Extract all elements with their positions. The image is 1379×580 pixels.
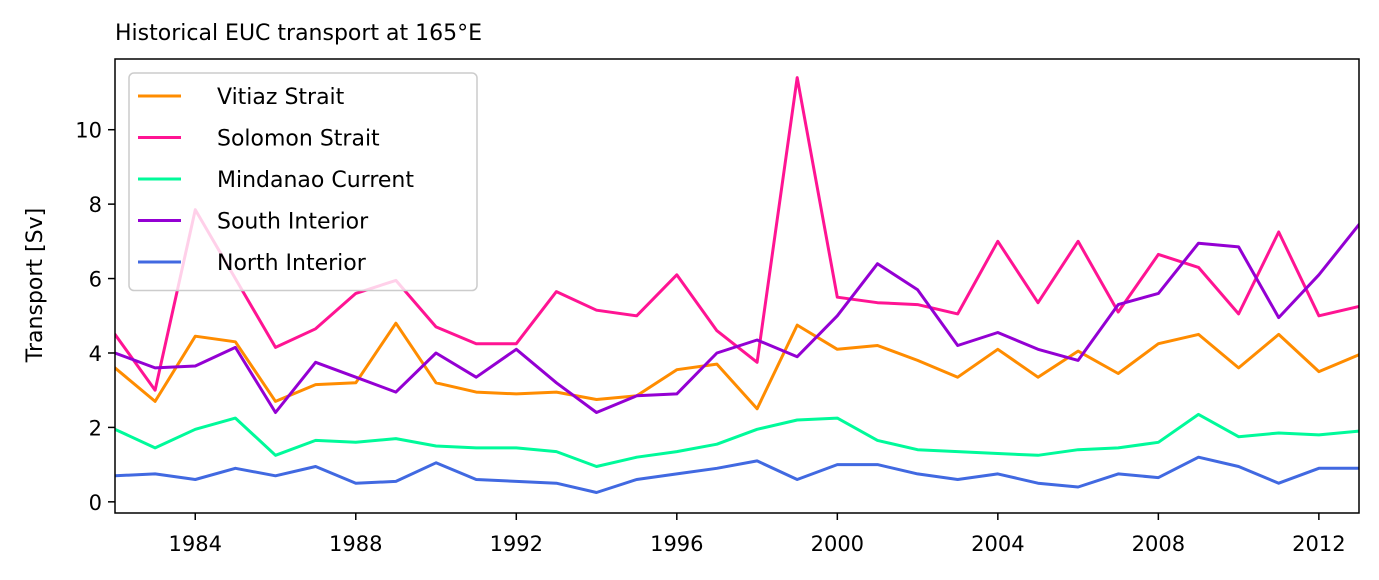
legend-label-solomon-strait: Solomon Strait (217, 127, 380, 152)
x-tick-label: 1992 (490, 532, 543, 556)
plot-frame (114, 58, 1360, 514)
legend-label-south-interior: South Interior (217, 210, 369, 235)
legend-box (128, 72, 478, 292)
y-tick-label: 8 (89, 193, 102, 217)
legend: Vitiaz Strait Solomon Strait Mindanao Curr… (128, 72, 478, 292)
legend-label-north-interior: North Interior (217, 251, 367, 276)
plot-area: 1984 1988 1992 1996 2000 2004 2008 2012 0 2 4 6 8 10 (75, 58, 1360, 556)
x-tick-label: 2008 (1132, 532, 1185, 556)
legend-label-mindanao-current: Mindanao Current (217, 168, 414, 193)
y-tick-label: 10 (75, 119, 102, 143)
y-tick-label: 4 (89, 342, 102, 366)
series-line-mindanao-current (115, 412, 1359, 468)
series-line-north-interior (115, 455, 1359, 494)
y-axis-label: Transport [Sv] (23, 208, 48, 363)
series-line-vitiaz-strait (115, 321, 1359, 411)
chart-title: Historical EUC transport at 165°E (115, 21, 482, 46)
x-tick-label: 1996 (650, 532, 703, 556)
legend-label-vitiaz-strait: Vitiaz Strait (217, 85, 345, 110)
y-tick-label: 2 (89, 416, 102, 440)
x-tick-label: 1984 (169, 532, 222, 556)
x-tick-label: 1988 (329, 532, 382, 556)
series-line-south-interior (115, 223, 1359, 414)
x-tick-label: 2004 (971, 532, 1024, 556)
series-lines (115, 76, 1359, 494)
x-tick-label: 2012 (1292, 532, 1345, 556)
x-tick-label: 2000 (811, 532, 864, 556)
y-tick-label: 6 (89, 268, 102, 292)
y-tick-label: 0 (89, 491, 102, 515)
